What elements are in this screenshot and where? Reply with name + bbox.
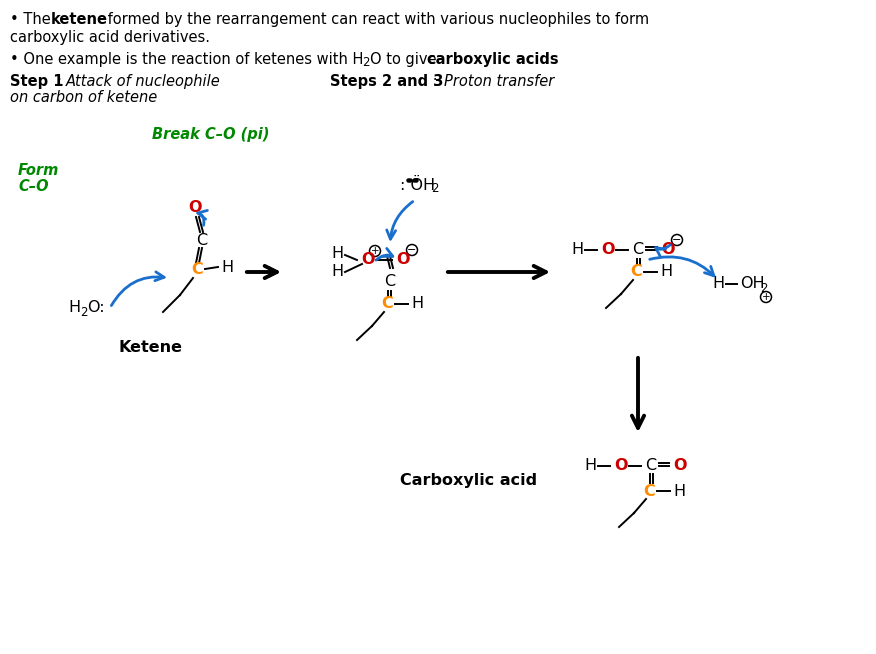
Text: H: H (673, 483, 685, 498)
Text: H: H (660, 264, 672, 279)
Text: C: C (385, 275, 396, 290)
Text: H: H (68, 300, 80, 315)
Text: C: C (646, 458, 657, 473)
Text: ketene: ketene (51, 12, 108, 27)
Text: Form: Form (18, 163, 60, 178)
Text: formed by the rearrangement can react with various nucleophiles to form: formed by the rearrangement can react wi… (103, 12, 649, 27)
Text: O:: O: (87, 300, 104, 315)
Text: H: H (411, 296, 423, 311)
Text: Step 1: Step 1 (10, 74, 63, 89)
Text: C: C (643, 483, 655, 498)
Text: C: C (381, 296, 392, 311)
Text: H: H (712, 277, 724, 292)
Text: 2: 2 (362, 56, 370, 69)
Text: O: O (361, 252, 375, 267)
Text: Break C–O (pi): Break C–O (pi) (152, 127, 270, 142)
Text: +: + (371, 246, 379, 256)
Text: O: O (601, 243, 615, 258)
Text: 2: 2 (760, 281, 767, 294)
Text: H: H (331, 247, 343, 262)
Text: C–O: C–O (18, 179, 48, 194)
Text: C: C (632, 243, 644, 258)
Text: 2: 2 (431, 182, 439, 196)
Text: OH: OH (740, 277, 765, 292)
Text: O: O (396, 252, 410, 267)
Text: :: : (428, 74, 442, 89)
Text: H: H (584, 458, 596, 473)
Text: Carboxylic acid: Carboxylic acid (400, 473, 537, 489)
Text: +: + (762, 292, 770, 302)
Text: O to give: O to give (370, 52, 442, 67)
Text: C: C (196, 233, 208, 247)
Text: O: O (188, 201, 201, 216)
Text: Proton transfer: Proton transfer (444, 74, 555, 89)
Text: Steps 2 and 3: Steps 2 and 3 (330, 74, 443, 89)
Text: carboxylic acid derivatives.: carboxylic acid derivatives. (10, 30, 210, 45)
Text: −: − (672, 235, 682, 245)
Text: O: O (614, 458, 628, 473)
Text: O: O (674, 458, 687, 473)
Text: H: H (571, 243, 583, 258)
Text: O: O (661, 243, 675, 258)
Text: H: H (331, 264, 343, 279)
Text: on carbon of ketene: on carbon of ketene (10, 90, 158, 105)
Text: H: H (221, 260, 233, 275)
Text: :: : (57, 74, 67, 89)
Text: • The: • The (10, 12, 55, 27)
Text: Attack of nucleophile: Attack of nucleophile (66, 74, 221, 89)
Text: 2: 2 (80, 305, 88, 318)
Text: : ÖH: : ÖH (400, 177, 435, 192)
Text: C: C (191, 262, 203, 277)
Text: carboxylic acids: carboxylic acids (427, 52, 559, 67)
Text: Ketene: Ketene (118, 340, 182, 355)
Text: • One example is the reaction of ketenes with H: • One example is the reaction of ketenes… (10, 52, 364, 67)
Text: C: C (630, 264, 642, 279)
Text: −: − (407, 245, 417, 255)
